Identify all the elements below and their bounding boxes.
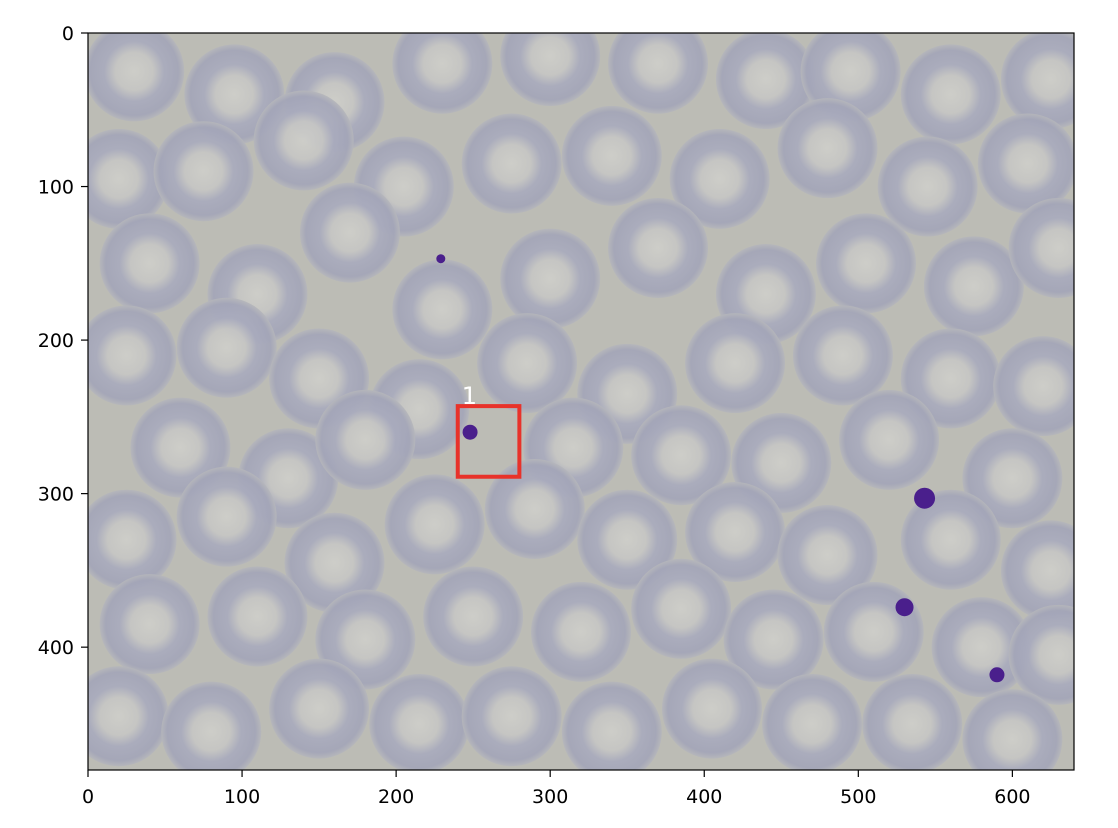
blood-cell <box>392 33 493 114</box>
stained-particle <box>895 598 914 617</box>
blood-cell <box>99 574 200 675</box>
y-tick-label: 200 <box>38 330 74 352</box>
x-tick-label: 100 <box>224 786 260 808</box>
blood-cell <box>153 121 254 222</box>
blood-cell <box>207 566 308 667</box>
blood-cell <box>1008 604 1074 705</box>
blood-cell <box>839 389 940 490</box>
blood-cell <box>315 389 416 490</box>
blood-cell <box>1000 520 1074 621</box>
stained-particle <box>436 254 446 264</box>
blood-cell <box>484 458 585 559</box>
x-tick-label: 0 <box>82 786 94 808</box>
blood-cell <box>531 581 631 682</box>
blood-cell <box>392 259 493 360</box>
annotation-1: 1 <box>455 382 522 479</box>
x-tick-label: 300 <box>532 786 568 808</box>
blood-cell <box>1000 33 1074 130</box>
blood-cell <box>461 666 562 767</box>
x-tick-label: 500 <box>840 786 876 808</box>
blood-cell <box>962 689 1063 770</box>
annotation-layer: 1 <box>455 382 522 479</box>
blood-cell <box>88 305 177 406</box>
blood-cell <box>900 328 1001 429</box>
blood-cell <box>500 228 601 329</box>
blood-cell <box>792 305 893 406</box>
blood-cell <box>253 90 354 191</box>
x-tick-label: 400 <box>686 786 722 808</box>
blood-cell <box>977 113 1074 214</box>
stained-particle <box>914 487 936 509</box>
blood-cell <box>1008 197 1074 298</box>
blood-cell <box>577 489 678 590</box>
microscopy-image <box>88 33 1074 770</box>
blood-cell <box>931 597 1032 698</box>
blood-cell <box>762 673 863 770</box>
tick-layer: 0 100 200 300 400 500 600 0 100 200 300 400 <box>38 23 1031 808</box>
blood-cell <box>284 512 385 613</box>
blood-cell <box>88 128 169 229</box>
stained-particle <box>462 424 478 440</box>
blood-cell <box>88 33 185 122</box>
blood-cell <box>384 474 485 575</box>
blood-cell <box>631 558 732 659</box>
y-tick-label: 400 <box>38 637 74 659</box>
blood-cell <box>88 666 169 767</box>
annotation-box <box>455 404 522 479</box>
blood-cell <box>88 489 177 590</box>
y-tick-label: 100 <box>38 177 74 199</box>
blood-cell <box>669 128 770 229</box>
blood-cell <box>923 236 1024 337</box>
blood-cell <box>631 405 732 506</box>
stained-particle <box>989 667 1005 683</box>
blood-cell <box>823 581 924 682</box>
x-tick-label: 600 <box>994 786 1030 808</box>
x-tick-label: 200 <box>378 786 414 808</box>
blood-cell <box>176 466 277 567</box>
y-tick-label: 300 <box>38 484 74 506</box>
blood-cell <box>900 44 1001 145</box>
blood-cell <box>161 681 262 770</box>
blood-cell <box>661 658 762 759</box>
blood-cell <box>962 428 1063 529</box>
blood-cell <box>877 136 978 237</box>
blood-cell <box>299 182 400 283</box>
blood-cell <box>423 566 524 667</box>
blood-cell <box>269 658 370 759</box>
annotation-label: 1 <box>462 382 477 410</box>
blood-cell <box>685 313 786 414</box>
blood-cell <box>862 673 963 770</box>
blood-cell <box>816 213 917 314</box>
blood-cell <box>561 105 662 206</box>
blood-cell <box>500 33 601 107</box>
blood-cell <box>477 313 578 414</box>
blood-cell <box>176 297 277 398</box>
blood-cell <box>777 505 878 606</box>
axes-frame <box>87 32 1075 771</box>
blood-cell <box>369 673 470 770</box>
blood-cell <box>723 589 824 690</box>
blood-cell <box>99 213 200 314</box>
blood-cell <box>561 681 662 770</box>
blood-cell <box>900 489 1001 590</box>
y-tick-label: 0 <box>62 23 74 45</box>
blood-cell <box>993 336 1074 437</box>
blood-cell <box>461 113 562 214</box>
blood-cell <box>715 33 816 130</box>
blood-cell <box>777 98 878 199</box>
blood-cell <box>608 197 709 298</box>
blood-cell <box>608 33 709 114</box>
blood-cell <box>685 482 786 583</box>
